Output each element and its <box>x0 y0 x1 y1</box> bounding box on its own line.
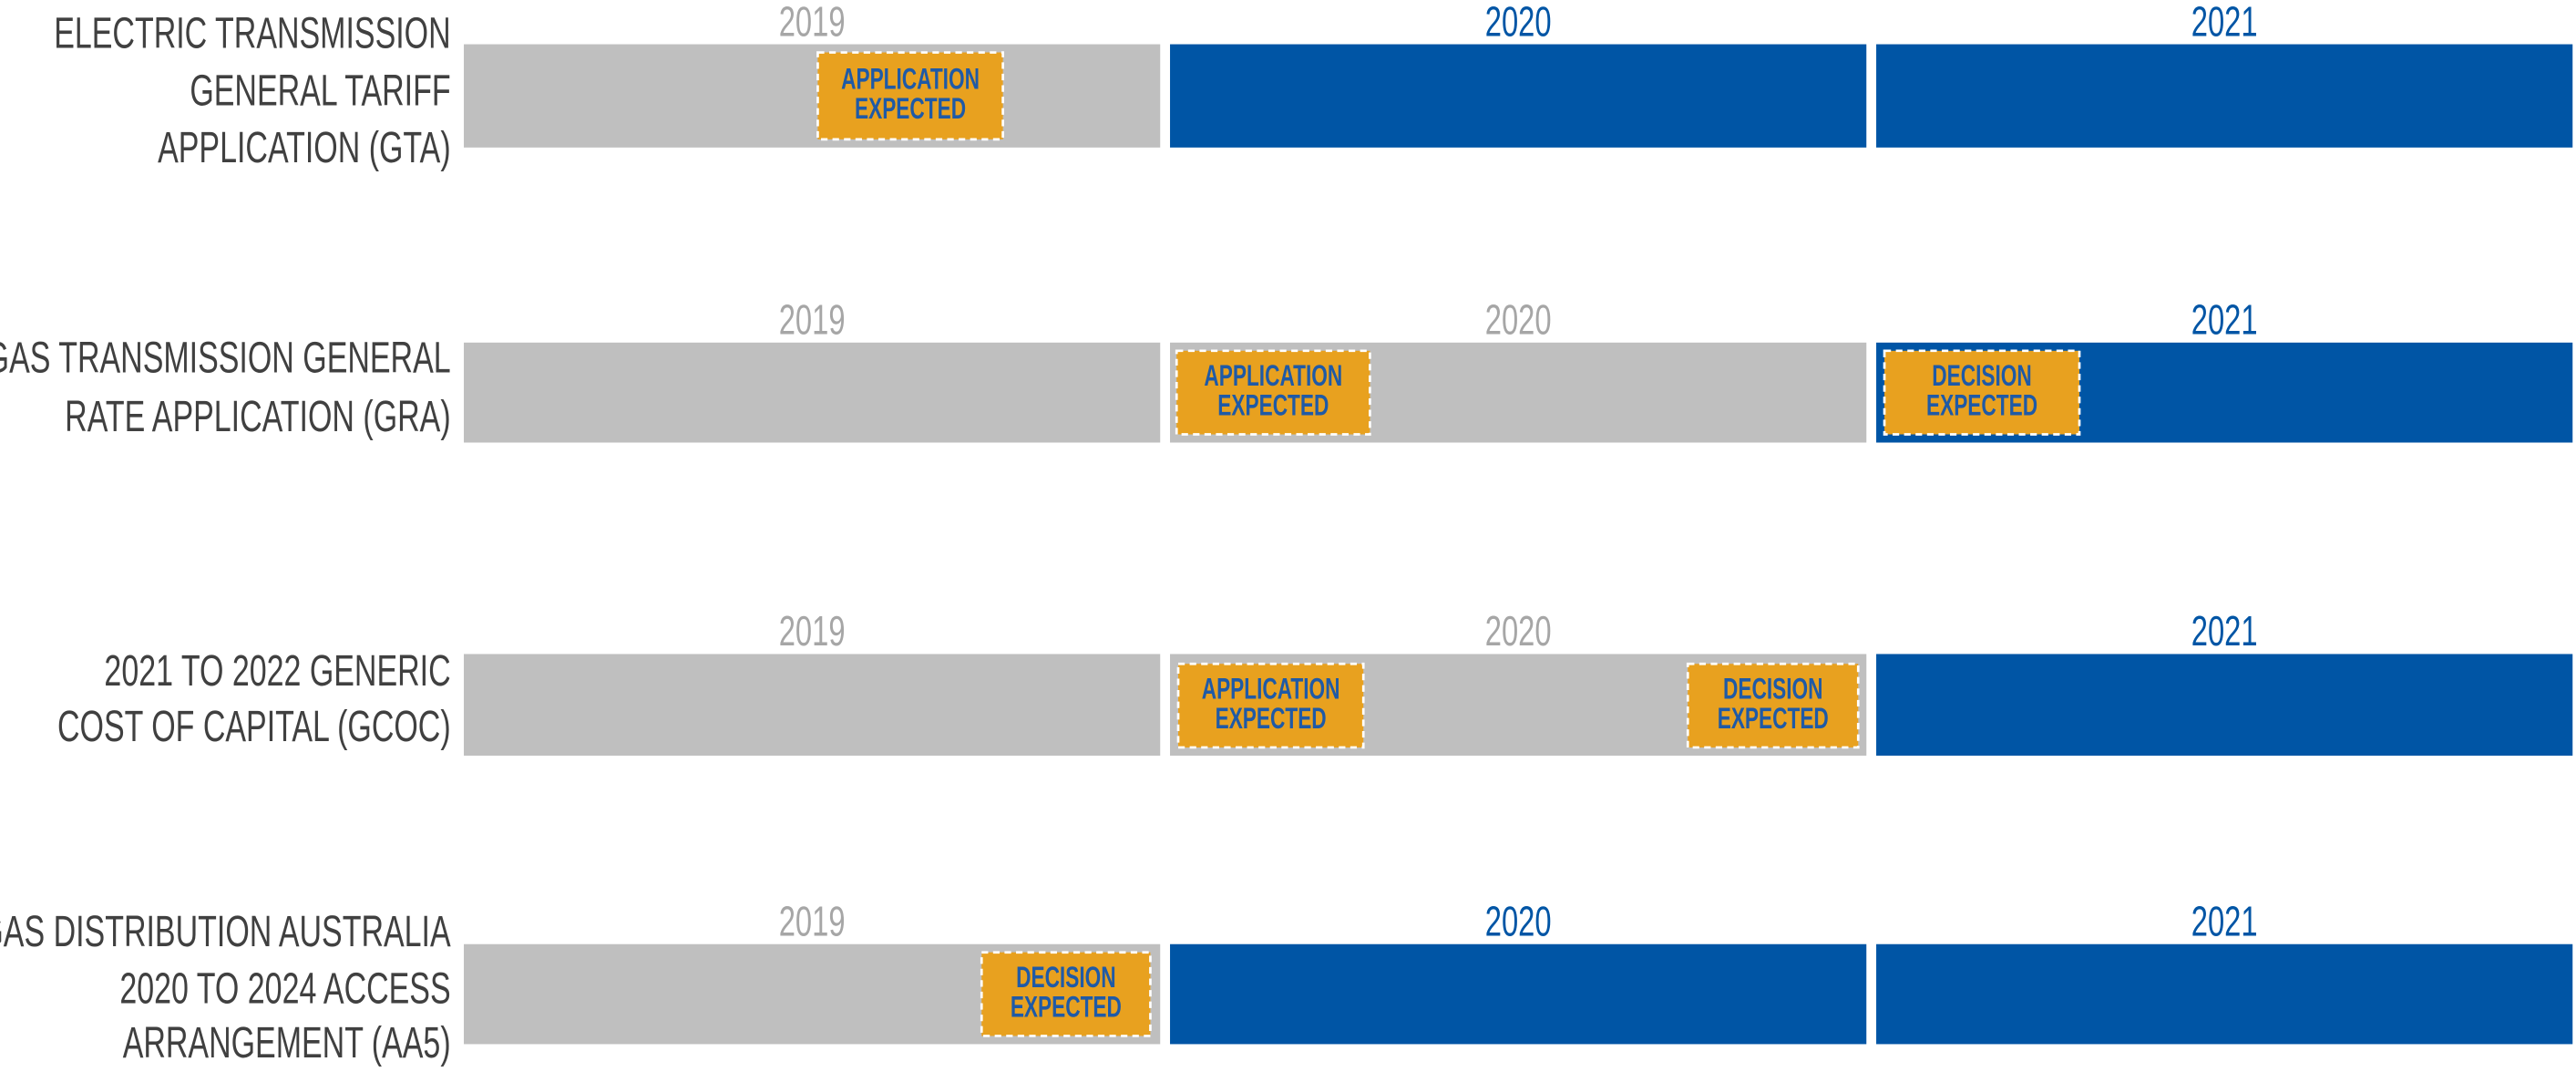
marker <box>1176 662 1365 749</box>
year-label: 2021 <box>2191 295 2258 344</box>
row-label: RATE APPLICATION (GRA) <box>65 391 450 440</box>
year-label: 2019 <box>779 897 846 945</box>
row-label: COST OF CAPITAL (GCOC) <box>57 701 451 750</box>
year-label: 2020 <box>1485 897 1552 945</box>
year-bar <box>464 342 1161 443</box>
row-label: 2021 TO 2022 GENERIC <box>104 645 450 695</box>
marker <box>1883 349 2081 436</box>
marker-text: EXPECTED <box>1718 702 1829 735</box>
year-bar <box>1876 943 2573 1045</box>
marker-text: EXPECTED <box>855 92 966 125</box>
year-label: 2020 <box>1485 606 1552 655</box>
year-bar <box>1170 943 1867 1045</box>
year-bar <box>1876 44 2573 148</box>
marker-text: APPLICATION <box>1202 673 1340 706</box>
year-bar <box>464 654 1161 756</box>
year-label: 2019 <box>779 606 846 655</box>
year-bar <box>1170 44 1867 148</box>
marker-text: DECISION <box>1016 961 1115 994</box>
year-label: 2020 <box>1485 295 1552 344</box>
marker-text: APPLICATION <box>841 63 980 96</box>
marker-text: EXPECTED <box>1217 388 1329 421</box>
row-label: GENERAL TARIFF <box>190 65 450 114</box>
marker-text: DECISION <box>1932 359 2031 392</box>
row-label: 2020 TO 2024 ACCESS <box>119 964 450 1013</box>
year-label: 2021 <box>2191 897 2258 945</box>
year-label: 2019 <box>779 0 846 46</box>
marker <box>1175 349 1371 436</box>
marker-text: EXPECTED <box>1011 990 1122 1023</box>
marker-text: DECISION <box>1723 673 1822 706</box>
year-label: 2021 <box>2191 606 2258 655</box>
year-label: 2020 <box>1485 0 1552 46</box>
year-label: 2021 <box>2191 0 2258 46</box>
year-bar <box>1876 654 2573 756</box>
row-label: APPLICATION (GTA) <box>158 122 451 171</box>
marker <box>980 951 1152 1037</box>
row-label: GAS TRANSMISSION GENERAL <box>0 332 451 381</box>
marker-text: EXPECTED <box>1216 702 1327 735</box>
row-label: ELECTRIC TRANSMISSION <box>54 7 450 57</box>
year-label: 2019 <box>779 295 846 344</box>
year-bar <box>464 44 1161 148</box>
marker <box>816 51 1004 141</box>
marker-text: EXPECTED <box>1926 388 2037 421</box>
marker-text: APPLICATION <box>1204 359 1342 392</box>
row-label: ARRANGEMENT (AA5) <box>123 1017 451 1067</box>
row-label: GAS DISTRIBUTION AUSTRALIA <box>0 906 451 955</box>
marker <box>1686 662 1860 749</box>
